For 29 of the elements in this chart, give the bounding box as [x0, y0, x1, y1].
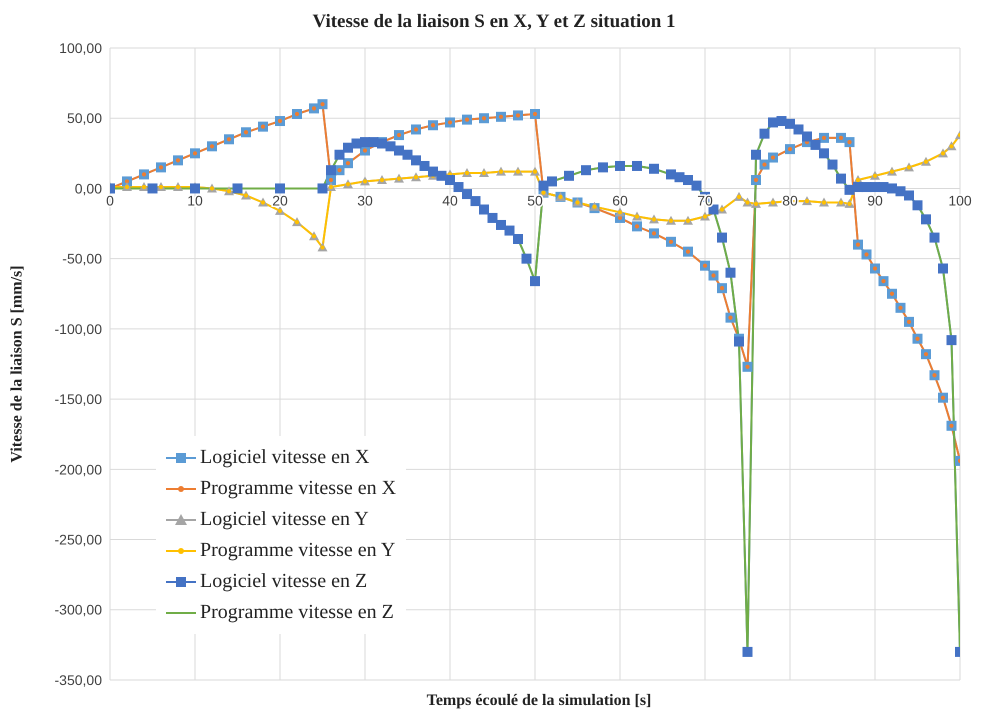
- x-axis-title: Temps écoulé de la simulation [s]: [426, 692, 652, 711]
- y-axis-title: Vitesse de la liaison S [mm/s]: [8, 265, 26, 463]
- point: [856, 178, 860, 182]
- legend-label: Programme vitesse en Y: [200, 539, 396, 562]
- y-tick-label: 0,00: [74, 180, 102, 196]
- y-tick-label: -350,00: [54, 672, 102, 688]
- y-tick-label: -150,00: [54, 391, 102, 408]
- chart-title: Vitesse de la liaison S en X, Y et Z situation 1: [311, 10, 677, 34]
- legend-label: Programme vitesse en Z: [200, 601, 394, 624]
- y-tick-label: 100,00: [59, 40, 102, 56]
- x-tick-label: 0: [106, 192, 114, 208]
- legend-label: Programme vitesse en X: [200, 477, 396, 500]
- x-tick-label: 100: [948, 192, 972, 208]
- x-tick-label: 90: [867, 192, 883, 208]
- x-tick-label: 60: [612, 192, 628, 208]
- y-tick-label: -300,00: [54, 602, 102, 618]
- x-tick-label: 20: [272, 192, 288, 208]
- y-tick-label: -100,00: [54, 320, 102, 337]
- y-tick-label: -50,00: [62, 250, 102, 267]
- legend-label: Logiciel vitesse en X: [200, 446, 370, 469]
- y-tick-label: -250,00: [54, 532, 102, 548]
- x-tick-label: 70: [697, 192, 713, 208]
- x-tick-label: 40: [442, 192, 458, 208]
- legend-label: Logiciel vitesse en Y: [200, 508, 369, 531]
- y-tick-label: -200,00: [54, 461, 102, 478]
- x-tick-label: 30: [357, 192, 373, 208]
- x-tick-label: 10: [187, 192, 203, 208]
- y-tick-label: 50,00: [66, 110, 102, 126]
- legend-label: Logiciel vitesse en Z: [200, 570, 368, 593]
